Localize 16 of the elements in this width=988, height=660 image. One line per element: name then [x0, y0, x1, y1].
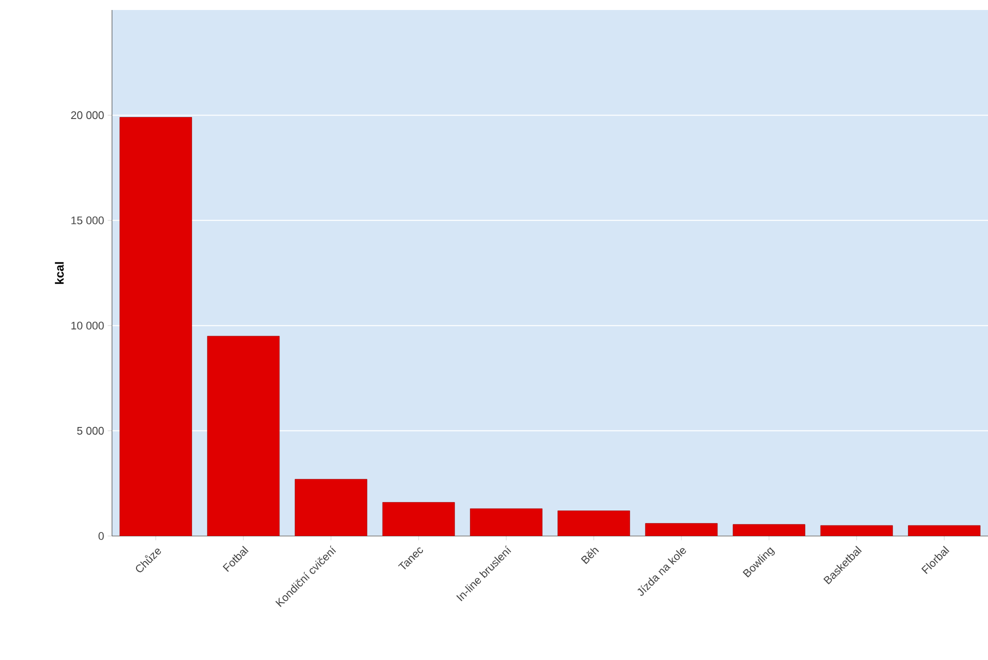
y-tick-label: 20 000 — [71, 111, 104, 120]
bar — [120, 117, 192, 536]
y-tick-label: 0 — [98, 532, 104, 540]
y-tick-label: 15 000 — [71, 216, 104, 224]
bar — [294, 478, 368, 536]
y-tick-label: 10 000 — [71, 322, 104, 330]
x-tick-label: Běh — [580, 548, 599, 564]
y-axis-title: kcal — [54, 262, 64, 284]
bar — [820, 525, 893, 536]
y-tick-label: 5 000 — [77, 426, 104, 435]
bar — [558, 510, 630, 536]
bar — [645, 523, 718, 536]
bar — [382, 502, 455, 536]
bar — [470, 508, 542, 536]
bar — [207, 336, 280, 536]
bar — [908, 525, 980, 536]
